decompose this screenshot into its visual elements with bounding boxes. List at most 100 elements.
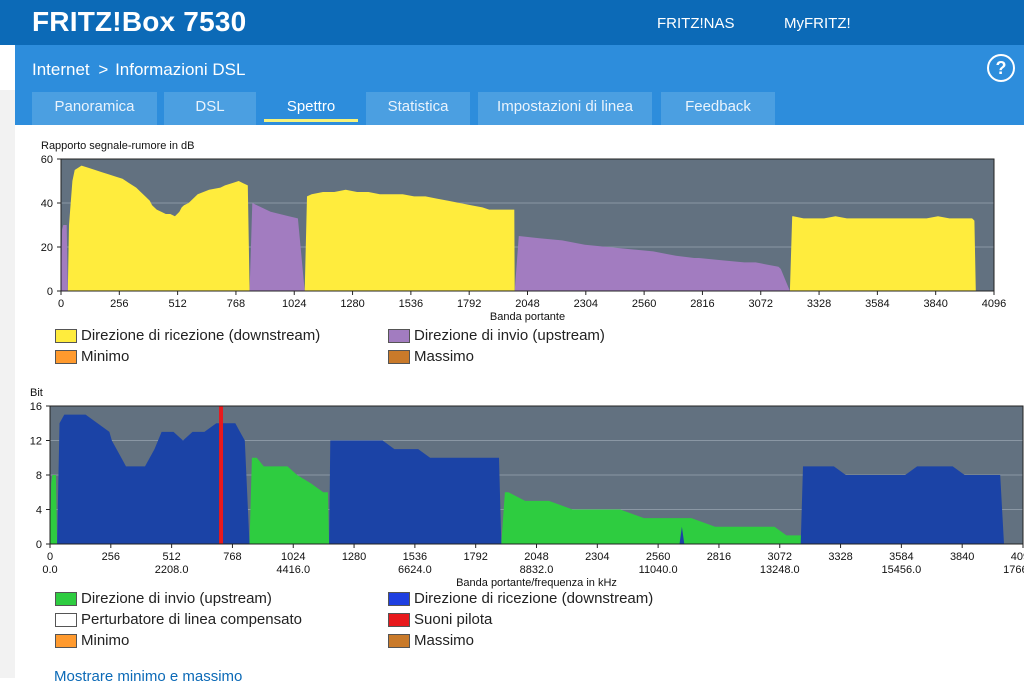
- x-tick-label-khz: 15456.0: [881, 564, 921, 576]
- x-tick-label: 3072: [768, 551, 792, 563]
- x-tick-label: 2816: [690, 298, 714, 310]
- x-tick-label: 1280: [340, 298, 364, 310]
- series-area: [61, 165, 976, 291]
- x-tick-label: 3584: [889, 551, 913, 563]
- legend-label: Direzione di ricezione (downstream): [81, 327, 321, 344]
- sub-header: Internet > Informazioni DSL ? Panoramica…: [15, 45, 1024, 125]
- tab-dsl[interactable]: DSL: [164, 92, 256, 125]
- legend-label: Direzione di ricezione (downstream): [414, 590, 654, 607]
- x-tick-label-khz: 6624.0: [398, 564, 432, 576]
- legend-swatch: [55, 350, 77, 364]
- x-tick-label: 3584: [865, 298, 889, 310]
- x-tick-label: 1024: [282, 298, 306, 310]
- legend-swatch: [55, 634, 77, 648]
- x-tick-label: 1792: [457, 298, 481, 310]
- tab-spettro[interactable]: Spettro: [264, 92, 358, 125]
- legend-swatch: [388, 592, 410, 606]
- tab-impostazioni-di-linea[interactable]: Impostazioni di linea: [478, 92, 652, 125]
- x-tick-label-khz: 17664.0: [1003, 564, 1024, 576]
- legend-swatch: [55, 329, 77, 343]
- x-tick-label: 4096: [1011, 551, 1024, 563]
- y-tick-label: 40: [41, 198, 53, 210]
- nav-fritz-nas[interactable]: FRITZ!NAS: [657, 15, 735, 32]
- y-tick-label: 8: [36, 470, 42, 482]
- series-area: [50, 457, 806, 544]
- x-tick-label: 768: [227, 298, 245, 310]
- legend-swatch: [55, 613, 77, 627]
- help-icon[interactable]: ?: [987, 54, 1015, 82]
- x-tick-label: 2048: [524, 551, 548, 563]
- x-tick-label: 512: [168, 298, 186, 310]
- snr-chart: 0 20 40 60 0 256 512 768 1024 1280 1536 1792 2048 230…: [41, 140, 1006, 323]
- x-tick-label: 2560: [632, 298, 656, 310]
- legend-label: Massimo: [414, 348, 475, 365]
- tab-statistica[interactable]: Statistica: [366, 92, 470, 125]
- x-tick-label-khz: 0.0: [42, 564, 57, 576]
- tab-panoramica[interactable]: Panoramica: [32, 92, 157, 125]
- y-tick-label: 16: [30, 401, 42, 413]
- x-tick-label: 2816: [707, 551, 731, 563]
- x-tick-label: 512: [162, 551, 180, 563]
- left-strip: [0, 90, 15, 678]
- x-tick-label: 256: [102, 551, 120, 563]
- x-tick-label: 3840: [950, 551, 974, 563]
- legend-label: Perturbatore di linea compensato: [81, 611, 302, 628]
- x-tick-label: 768: [223, 551, 241, 563]
- legend-label: Direzione di invio (upstream): [414, 327, 605, 344]
- x-axis-label: Banda portante/frequenza in kHz: [456, 577, 617, 589]
- x-tick-label: 3840: [923, 298, 947, 310]
- x-tick-label-khz: 11040.0: [639, 564, 678, 576]
- x-tick-label: 0: [58, 298, 64, 310]
- show-min-max-link[interactable]: Mostrare minimo e massimo: [54, 668, 243, 685]
- x-tick-label-khz: 13248.0: [760, 564, 800, 576]
- legend-label: Suoni pilota: [414, 611, 493, 628]
- x-tick-label-khz: 4416.0: [276, 564, 310, 576]
- y-tick-label: 0: [36, 539, 42, 551]
- x-tick-label: 256: [110, 298, 128, 310]
- top-bar: FRITZ!Box 7530 FRITZ!NAS MyFRITZ!: [0, 0, 1024, 45]
- x-tick-label: 3072: [749, 298, 773, 310]
- y-tick-label: 4: [36, 505, 42, 517]
- brand-title: FRITZ!Box 7530: [32, 6, 247, 37]
- y-tick-label: 60: [41, 154, 53, 166]
- series-area: [61, 203, 790, 291]
- legend-swatch: [388, 329, 410, 343]
- x-tick-label: 1024: [281, 551, 305, 563]
- x-tick-label: 1536: [399, 298, 423, 310]
- breadcrumb-parent[interactable]: Internet: [32, 60, 90, 79]
- x-tick-label: 4096: [982, 298, 1006, 310]
- x-axis-label: Banda portante: [490, 311, 565, 323]
- legend-swatch: [388, 613, 410, 627]
- x-tick-label: 3328: [828, 551, 852, 563]
- y-tick-label: 20: [41, 242, 53, 254]
- legend-label: Minimo: [81, 632, 130, 649]
- y-tick-label: 12: [30, 436, 42, 448]
- tab-feedback[interactable]: Feedback: [661, 92, 775, 125]
- x-tick-label: 0: [47, 551, 53, 563]
- y-axis-label: Rapporto segnale-rumore in dB: [41, 140, 194, 152]
- nav-myfritz[interactable]: MyFRITZ!: [784, 15, 851, 32]
- legend-label: Massimo: [414, 632, 475, 649]
- breadcrumb-separator-icon: >: [98, 60, 109, 79]
- x-tick-label: 2048: [515, 298, 539, 310]
- y-axis-label: Bit: [30, 387, 43, 399]
- x-tick-label: 2304: [585, 551, 609, 563]
- pilot-tone-bar: [219, 406, 224, 544]
- x-tick-label: 1280: [342, 551, 366, 563]
- series-area: [50, 414, 1004, 544]
- legend-swatch: [388, 634, 410, 648]
- x-tick-label: 1536: [403, 551, 427, 563]
- x-tick-label-khz: 8832.0: [520, 564, 554, 576]
- breadcrumb-current: Informazioni DSL: [115, 60, 246, 79]
- legend-swatch: [388, 350, 410, 364]
- legend-swatch: [55, 592, 77, 606]
- x-tick-label: 3328: [807, 298, 831, 310]
- x-tick-label: 2560: [646, 551, 670, 563]
- x-tick-label: 1792: [463, 551, 487, 563]
- x-tick-label: 2304: [574, 298, 598, 310]
- legend-label: Direzione di invio (upstream): [81, 590, 272, 607]
- y-tick-label: 0: [47, 286, 53, 298]
- legend-label: Minimo: [81, 348, 130, 365]
- bits-chart: 0 4 8 12 16 0 256 512 768 1024 1280 1536 1792 2048 230…: [30, 387, 1024, 589]
- breadcrumb: Internet > Informazioni DSL: [32, 60, 245, 80]
